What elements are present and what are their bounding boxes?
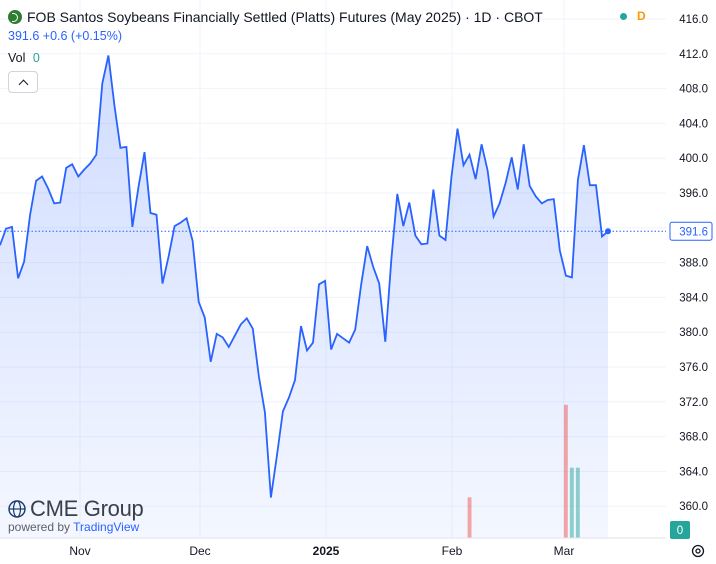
volume-axis-badge-text: 0 <box>677 525 683 537</box>
collapse-legend-button[interactable] <box>8 71 38 93</box>
tradingview-link[interactable]: TradingView <box>73 520 140 534</box>
price-axis: 416.0412.0408.0404.0400.0396.0392.0388.0… <box>679 14 708 513</box>
time-axis: Nov Dec 2025 Feb Mar <box>69 544 574 558</box>
time-tick-label: Dec <box>189 544 210 558</box>
price-tick-label: 372.0 <box>679 397 708 409</box>
volume-bars <box>467 404 580 538</box>
logo-text: CME Group <box>30 496 144 521</box>
volume-axis-badge: 0 <box>670 521 690 539</box>
chart-title: FOB Santos Soybeans Financially Settled … <box>27 9 543 25</box>
price-tick-label: 400.0 <box>679 153 708 165</box>
delay-badge[interactable]: D <box>637 9 646 23</box>
cme-logo-icon <box>8 10 22 24</box>
volume-bar <box>569 467 574 538</box>
price-tick-label: 412.0 <box>679 49 708 61</box>
last-price-badge: 391.6 <box>669 221 713 241</box>
time-tick-label: Feb <box>442 544 463 558</box>
time-tick-label: 2025 <box>313 544 340 558</box>
volume-bar <box>575 467 580 538</box>
chevron-up-icon <box>18 79 28 89</box>
volume-bar <box>467 497 472 538</box>
price-tick-label: 360.0 <box>679 501 708 513</box>
price-tick-label: 388.0 <box>679 258 708 270</box>
chart-header: FOB Santos Soybeans Financially Settled … <box>8 7 543 27</box>
volume-bar <box>563 404 568 538</box>
price-legend: 391.6 +0.6 (+0.15%) <box>8 29 122 43</box>
market-status-icon[interactable] <box>620 13 627 20</box>
price-tick-label: 368.0 <box>679 432 708 444</box>
powered-by-tradingview[interactable]: powered by TradingView <box>8 520 139 534</box>
time-tick-label: Nov <box>69 544 90 558</box>
volume-legend: Vol 0 <box>8 51 40 65</box>
price-tick-label: 376.0 <box>679 362 708 374</box>
last-price-dot <box>605 228 611 235</box>
time-tick-label: Mar <box>554 544 575 558</box>
volume-value: 0 <box>32 51 40 65</box>
last-price-value: 391.6 <box>8 29 40 43</box>
price-tick-label: 408.0 <box>679 84 708 96</box>
price-tick-label: 396.0 <box>679 188 708 200</box>
cme-group-logo[interactable]: CME Group <box>8 496 144 522</box>
powered-by-text: powered by <box>8 520 74 534</box>
price-tick-label: 404.0 <box>679 118 708 130</box>
last-price-badge-text: 391.6 <box>679 226 708 238</box>
volume-label: Vol <box>8 51 26 65</box>
price-tick-label: 384.0 <box>679 292 708 304</box>
price-tick-label: 416.0 <box>679 14 708 26</box>
price-axis-badges: 391.60 <box>669 221 713 539</box>
price-tick-label: 364.0 <box>679 466 708 478</box>
price-line <box>0 55 609 498</box>
globe-icon <box>8 500 26 518</box>
gear-icon[interactable] <box>690 543 706 559</box>
price-area-fill <box>0 55 608 538</box>
price-change: +0.6 (+0.15%) <box>42 29 122 43</box>
price-tick-label: 380.0 <box>679 327 708 339</box>
